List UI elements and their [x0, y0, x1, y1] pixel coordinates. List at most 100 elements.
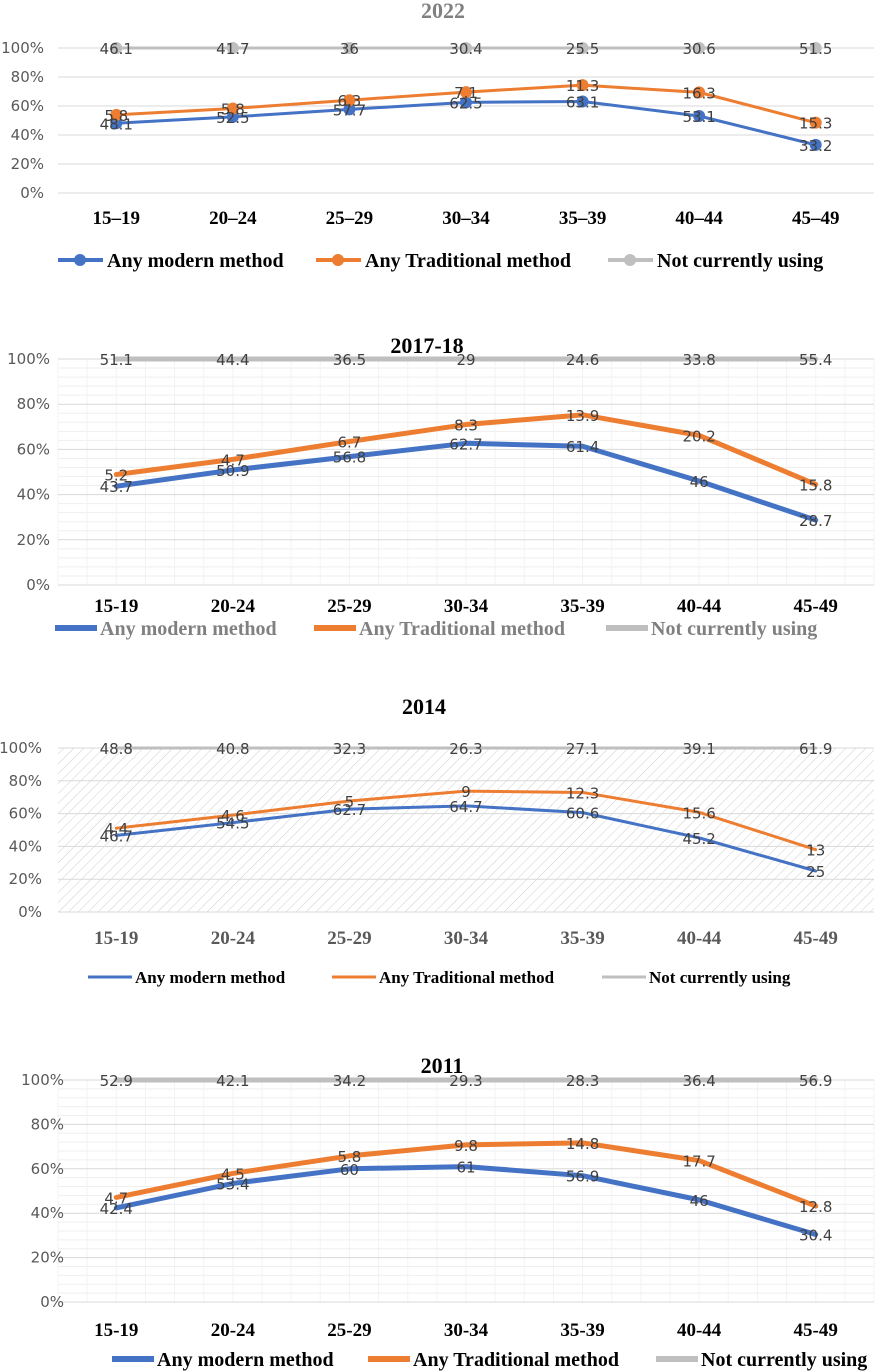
- data-label-traditional: 9: [461, 783, 471, 801]
- data-label-not-using: 27.1: [566, 740, 599, 758]
- y-tick-label: 80%: [11, 68, 44, 86]
- x-tick-label: 35-39: [560, 596, 604, 617]
- y-axis: 0% 20% 40% 60% 80% 100%: [21, 1071, 64, 1311]
- legend-label-modern: Any modern method: [107, 250, 284, 272]
- y-tick-label: 100%: [7, 350, 50, 368]
- x-tick-label: 20-24: [211, 596, 256, 617]
- data-label-traditional: 15.6: [682, 804, 715, 822]
- data-label-not-using: 36: [340, 40, 359, 58]
- y-tick-label: 0%: [40, 1293, 64, 1311]
- data-label-modern: 48.1: [100, 115, 133, 133]
- x-tick-label: 15-19: [94, 928, 138, 949]
- x-tick-label: 25–29: [326, 208, 374, 229]
- data-label-modern: 46: [690, 1192, 709, 1210]
- y-tick-label: 100%: [0, 739, 42, 757]
- data-point-modern: [693, 110, 706, 123]
- data-label-traditional: 4.5: [221, 1165, 245, 1183]
- chart-title: 2022: [421, 0, 465, 23]
- data-label-modern: 61: [456, 1159, 475, 1177]
- data-label-not-using: 36.5: [333, 351, 366, 369]
- legend: Any modern method Any Traditional method…: [112, 1349, 867, 1371]
- series-line-traditional: [113, 1140, 819, 1209]
- data-point-not-using: [460, 42, 472, 54]
- y-tick-label: 80%: [17, 395, 50, 413]
- series-area: [110, 42, 822, 151]
- data-label-modern: 46.7: [100, 827, 133, 845]
- data-label-modern: 63.1: [566, 94, 599, 112]
- data-label-not-using: 34.2: [333, 1072, 366, 1090]
- data-point-modern: [576, 95, 589, 108]
- x-tick-label: 25-29: [327, 596, 371, 617]
- data-label-not-using: 32.3: [333, 740, 366, 758]
- data-label-not-using: 61.9: [799, 740, 832, 758]
- x-tick-label: 30–34: [442, 208, 490, 229]
- data-label-not-using: 39.1: [682, 740, 715, 758]
- data-label-not-using: 51.1: [100, 351, 133, 369]
- y-tick-label: 0%: [26, 576, 50, 594]
- data-label-traditional: 5.8: [337, 1148, 361, 1166]
- data-label-traditional: 6.3: [337, 92, 361, 110]
- y-tick-label: 40%: [31, 1204, 64, 1222]
- data-label-traditional: 20.2: [682, 427, 715, 445]
- legend: Any modern method Any Traditional method…: [88, 968, 791, 987]
- series-area: [113, 356, 819, 523]
- data-label-modern: 60.6: [566, 805, 599, 823]
- y-tick-label: 20%: [11, 155, 44, 173]
- data-label-not-using: 51.5: [799, 40, 832, 58]
- data-label-modern: 28.7: [799, 512, 832, 530]
- x-tick-label: 30-34: [444, 596, 489, 617]
- x-tick-label: 45–49: [792, 208, 840, 229]
- data-point-modern: [110, 117, 123, 130]
- data-label-not-using: 28.3: [566, 1072, 599, 1090]
- data-point-traditional: [576, 79, 589, 92]
- y-tick-label: 20%: [9, 870, 42, 888]
- legend-marker-not-using: [624, 254, 636, 266]
- data-labels: 46.7 54.5 62.7 64.7 60.6 45.2 25 4.4 4.6 5 9 12.3 15…: [100, 740, 833, 881]
- data-label-modern: 53.4: [216, 1175, 249, 1193]
- data-label-traditional: 14.8: [566, 1135, 599, 1153]
- x-tick-label: 45-49: [794, 596, 838, 617]
- data-labels: 43.7 50.9 56.8 62.7 61.4 46 28.7 5.2 4.7 6.7 8.3 13…: [100, 351, 833, 530]
- x-tick-label: 30-34: [444, 928, 489, 949]
- data-label-traditional: 4.6: [221, 807, 245, 825]
- legend-label-not-using: Not currently using: [701, 1349, 867, 1371]
- data-label-modern: 30.4: [799, 1227, 832, 1245]
- data-label-traditional: 8.3: [454, 417, 478, 435]
- y-tick-label: 80%: [31, 1115, 64, 1133]
- x-tick-label: 40-44: [677, 928, 722, 949]
- data-label-modern: 46: [690, 473, 709, 491]
- data-label-modern: 45.2: [682, 830, 715, 848]
- x-tick-label: 40–44: [675, 208, 723, 229]
- data-label-not-using: 33.8: [682, 351, 715, 369]
- data-point-traditional: [693, 86, 706, 99]
- y-tick-label: 60%: [17, 440, 50, 458]
- data-label-not-using: 56.9: [799, 1072, 832, 1090]
- data-label-modern: 25: [806, 863, 825, 881]
- legend-marker-traditional: [332, 254, 344, 266]
- chart-2017-18: 0%20%40%60%80%100% 43.750.956.862.7 61.44…: [7, 333, 875, 640]
- x-tick-label: 25-29: [327, 928, 371, 949]
- data-label-traditional: 5.2: [104, 466, 128, 484]
- data-point-not-using: [226, 42, 239, 54]
- data-label-modern: 62.7: [449, 435, 482, 453]
- x-tick-label: 35–39: [559, 208, 607, 229]
- data-point-not-using: [576, 42, 589, 54]
- y-axis: 0% 20% 40% 60% 80% 100%: [7, 350, 50, 594]
- series-area: [113, 1077, 819, 1238]
- chart-2011: 0% 20% 40% 60% 80% 100% 42.4 53.4 60 61 56.9 46 30.…: [21, 1053, 875, 1371]
- data-label-not-using: 48.8: [100, 740, 133, 758]
- data-label-modern: 33.2: [799, 137, 832, 155]
- legend-label-traditional: Any Traditional method: [365, 250, 571, 272]
- data-label-traditional: 11.3: [566, 77, 599, 95]
- y-tick-label: 100%: [1, 39, 44, 57]
- data-label-modern: 53.1: [682, 108, 715, 126]
- data-label-not-using: 24.6: [566, 351, 599, 369]
- data-point-modern: [460, 96, 472, 109]
- x-tick-label: 40-44: [677, 1320, 722, 1341]
- series-line-modern: [113, 440, 819, 523]
- data-label-modern: 61.4: [566, 438, 599, 456]
- data-label-traditional: 12.8: [799, 1198, 832, 1216]
- legend-marker-modern: [74, 254, 86, 266]
- data-label-modern: 54.5: [216, 815, 249, 833]
